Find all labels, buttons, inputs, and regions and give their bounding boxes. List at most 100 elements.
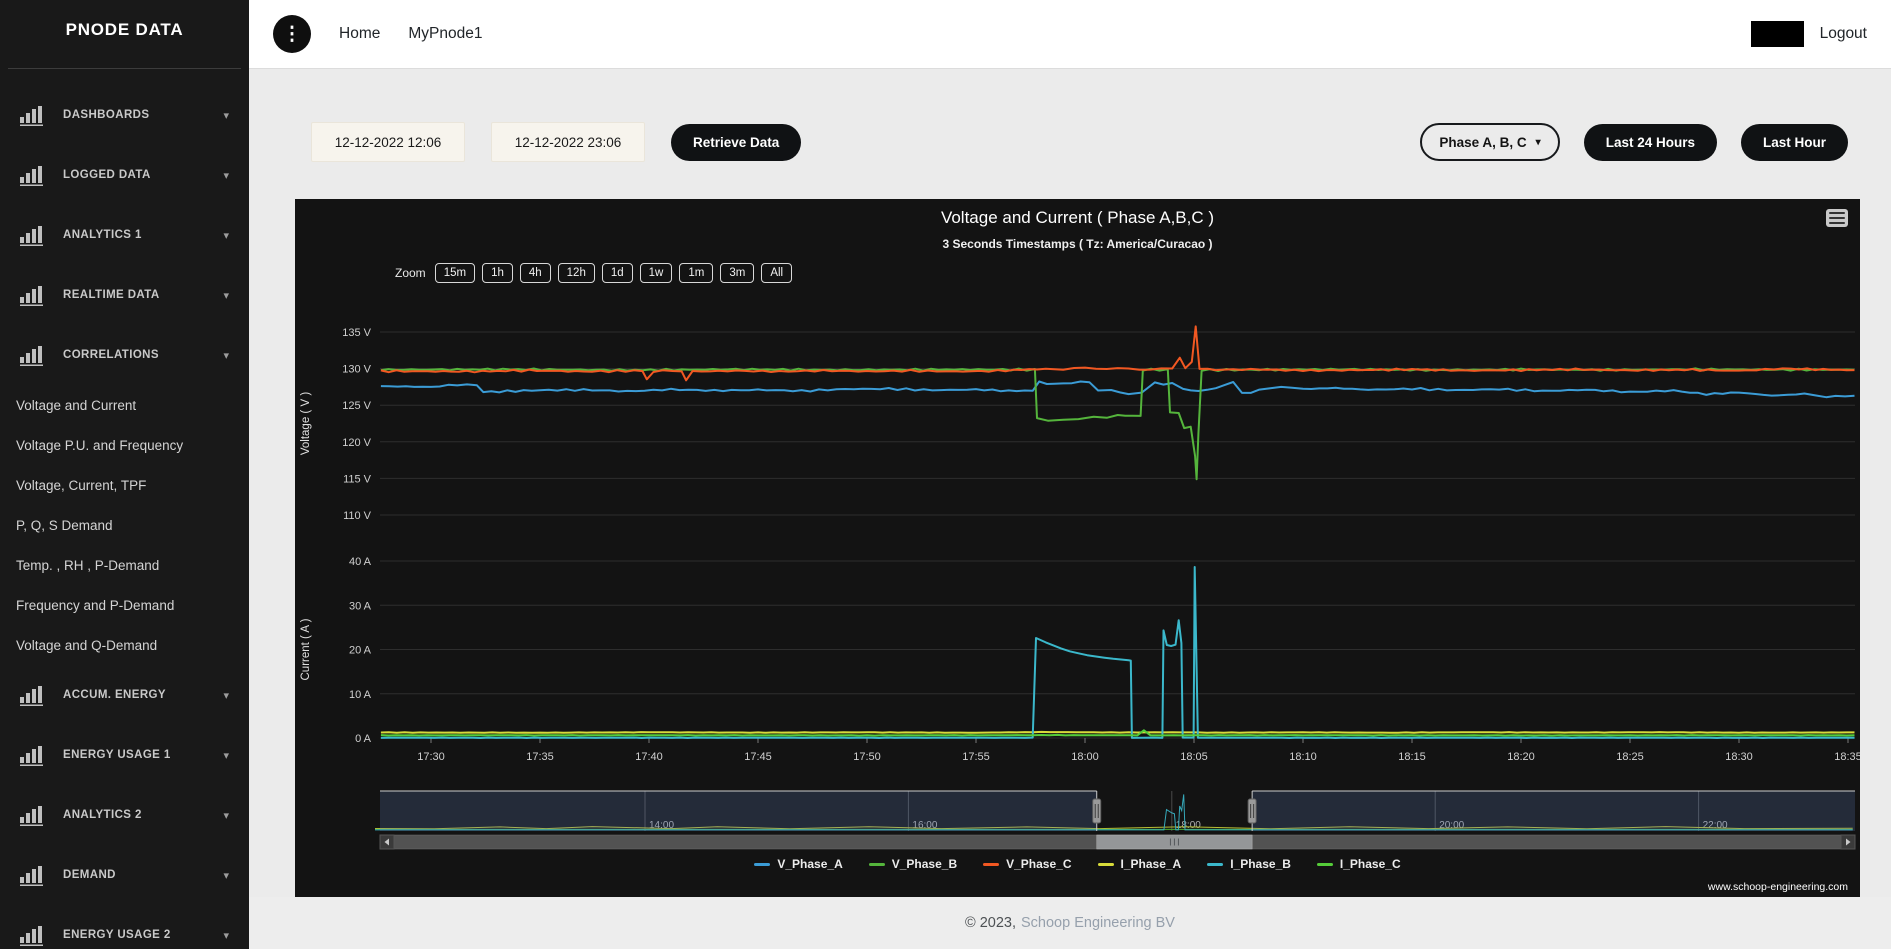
chart-context-menu-icon[interactable] (1826, 209, 1848, 227)
x-tick-label: 17:30 (417, 751, 445, 763)
navigator-mask-right[interactable] (1252, 791, 1855, 831)
legend-item-i-phase-c[interactable]: I_Phase_C (1316, 857, 1401, 871)
last-hour-button[interactable]: Last Hour (1740, 123, 1848, 161)
chevron-down-icon: ▾ (223, 229, 229, 242)
bar-chart-icon (20, 286, 43, 306)
nav-link-mypnode1[interactable]: MyPnode1 (408, 25, 483, 42)
zoom-button-12h[interactable]: 12h (557, 263, 595, 283)
y-axis-labels: 135 V 130 V 125 V 120 V 115 V 110 V Voltage ( … (300, 327, 372, 745)
sidebar-item-analytics-2[interactable]: ANALYTICS 2 ▾ (0, 785, 249, 845)
nav-link-home[interactable]: Home (339, 25, 381, 42)
bar-chart-icon (20, 106, 43, 126)
sidebar-item-realtime-data[interactable]: REALTIME DATA ▾ (0, 265, 249, 325)
chevron-down-icon: ▾ (223, 289, 229, 302)
navigator-tick-label: 22:00 (1703, 820, 1728, 831)
y-tick-label: 10 A (349, 689, 372, 701)
sidebar-item-analytics-1[interactable]: ANALYTICS 1 ▾ (0, 205, 249, 265)
zoom-button-15m[interactable]: 15m (434, 263, 476, 283)
sidebar-nav: DASHBOARDS ▾ LOGGED DATA ▾ ANALYTICS 1 ▾ REALT… (0, 85, 249, 949)
sidebar-item-dashboards[interactable]: DASHBOARDS ▾ (0, 85, 249, 145)
bar-chart-icon (20, 686, 43, 706)
x-tick-label: 17:45 (744, 751, 772, 763)
x-axis: 17:30 17:35 17:40 17:45 17:50 17:55 18:00 18:05… (417, 738, 1860, 763)
sidebar-item-logged-data[interactable]: LOGGED DATA ▾ (0, 145, 249, 205)
sidebar-item-demand[interactable]: DEMAND ▾ (0, 845, 249, 905)
main-column: ⋮ Home MyPnode1 Logout Retrieve Data Pha… (249, 0, 1891, 949)
legend-label: V_Phase_C (1006, 857, 1072, 871)
copyright-text: © 2023, (965, 915, 1016, 931)
bar-chart-icon (20, 926, 43, 946)
legend-item-v-phase-c[interactable]: V_Phase_C (983, 857, 1072, 871)
legend-item-v-phase-a[interactable]: V_Phase_A (754, 857, 843, 871)
legend-label: V_Phase_B (891, 857, 958, 871)
zoom-controls: Zoom 15m 1h 4h 12h 1d 1w 1m 3m All (395, 263, 793, 283)
right-arrow-icon (1846, 838, 1851, 846)
last-24-hours-button[interactable]: Last 24 Hours (1583, 123, 1717, 161)
sidebar-item-label: ACCUM. ENERGY (63, 689, 166, 701)
legend-label: V_Phase_A (777, 857, 843, 871)
sidebar-subitem-voltage-p-u-and-frequency[interactable]: Voltage P.U. and Frequency (16, 437, 184, 453)
series-I_Phase_B (380, 566, 1855, 739)
y-tick-label: 30 A (349, 600, 372, 612)
logout-link[interactable]: Logout (1819, 25, 1867, 42)
x-tick-label: 18:25 (1616, 751, 1644, 763)
y-tick-label: 40 A (349, 556, 372, 568)
x-tick-label: 18:35 (1834, 751, 1860, 763)
zoom-button-1h[interactable]: 1h (482, 263, 513, 283)
zoom-button-all[interactable]: All (761, 263, 793, 283)
navigator-handle-left[interactable] (1092, 798, 1102, 824)
navigator-handle-right[interactable] (1247, 798, 1257, 824)
zoom-button-1w[interactable]: 1w (639, 263, 673, 283)
company-link[interactable]: Schoop Engineering BV (1021, 915, 1175, 931)
gridlines (380, 331, 1855, 739)
chevron-down-icon: ▾ (223, 929, 229, 942)
chart-canvas: 135 V 130 V 125 V 120 V 115 V 110 V Voltage ( … (300, 325, 1860, 850)
zoom-label: Zoom (395, 266, 426, 280)
y-tick-label: 110 V (343, 510, 372, 522)
navigator-mask-left[interactable] (380, 791, 1097, 831)
kebab-menu-icon[interactable]: ⋮ (273, 15, 311, 53)
sidebar-subitem-voltage-and-current[interactable]: Voltage and Current (16, 397, 137, 413)
sidebar-item-energy-usage-1[interactable]: ENERGY USAGE 1 ▾ (0, 725, 249, 785)
sidebar-subitem-p-q-s-demand[interactable]: P, Q, S Demand (16, 517, 113, 533)
zoom-button-4h[interactable]: 4h (519, 263, 551, 283)
sidebar-subitem-temp-rh-p-demand[interactable]: Temp. , RH , P-Demand (16, 557, 160, 573)
chart-title: Voltage and Current ( Phase A,B,C ) (940, 208, 1215, 227)
date-to-input[interactable] (491, 122, 645, 162)
sidebar-item-label: CORRELATIONS (63, 349, 159, 361)
sidebar-item-label: DEMAND (63, 869, 116, 881)
navigator-series-i-phase-b (375, 794, 1853, 831)
phase-select[interactable]: Phase A, B, C ▾ (1420, 123, 1560, 161)
chart-legend: V_Phase_A V_Phase_B V_Phase_C I_Phase_A I_Ph… (295, 857, 1860, 871)
x-tick-label: 18:15 (1398, 751, 1426, 763)
watermark: www.schoop-engineering.com (1707, 881, 1848, 893)
legend-item-v-phase-b[interactable]: V_Phase_B (868, 857, 958, 871)
sidebar-item-correlations[interactable]: CORRELATIONS ▾ (0, 325, 249, 385)
x-tick-label: 18:05 (1180, 751, 1208, 763)
legend-marker (1207, 862, 1224, 866)
sidebar-item-energy-usage-2[interactable]: ENERGY USAGE 2 ▾ (0, 905, 249, 949)
sidebar-subitem-voltage-and-q-demand[interactable]: Voltage and Q-Demand (16, 637, 158, 653)
legend-item-i-phase-b[interactable]: I_Phase_B (1207, 857, 1291, 871)
y-axis-title: Current ( A ) (300, 618, 312, 680)
zoom-button-3m[interactable]: 3m (720, 263, 755, 283)
sidebar-item-accum-energy[interactable]: ACCUM. ENERGY ▾ (0, 665, 249, 725)
navigator-tick-label: 18:00 (1176, 820, 1201, 831)
sidebar-subitem-voltage-current-tpf[interactable]: Voltage, Current, TPF (16, 477, 147, 493)
x-tick-label: 17:50 (853, 751, 881, 763)
sidebar-subitem-frequency-and-p-demand[interactable]: Frequency and P-Demand (16, 597, 175, 613)
chevron-down-icon: ▾ (223, 689, 229, 702)
date-from-input[interactable] (311, 122, 465, 162)
sidebar-item-label: DASHBOARDS (63, 109, 150, 121)
retrieve-data-button[interactable]: Retrieve Data (671, 123, 802, 161)
zoom-button-1d[interactable]: 1d (601, 263, 633, 283)
legend-item-i-phase-a[interactable]: I_Phase_A (1097, 857, 1181, 871)
zoom-button-1m[interactable]: 1m (679, 263, 714, 283)
bar-chart-icon (20, 806, 43, 826)
sidebar-divider (8, 68, 241, 69)
legend-marker (983, 862, 1000, 866)
x-tick-label: 18:20 (1507, 751, 1535, 763)
y-tick-label: 125 V (342, 400, 371, 412)
navigator-tick-label: 14:00 (649, 820, 674, 831)
